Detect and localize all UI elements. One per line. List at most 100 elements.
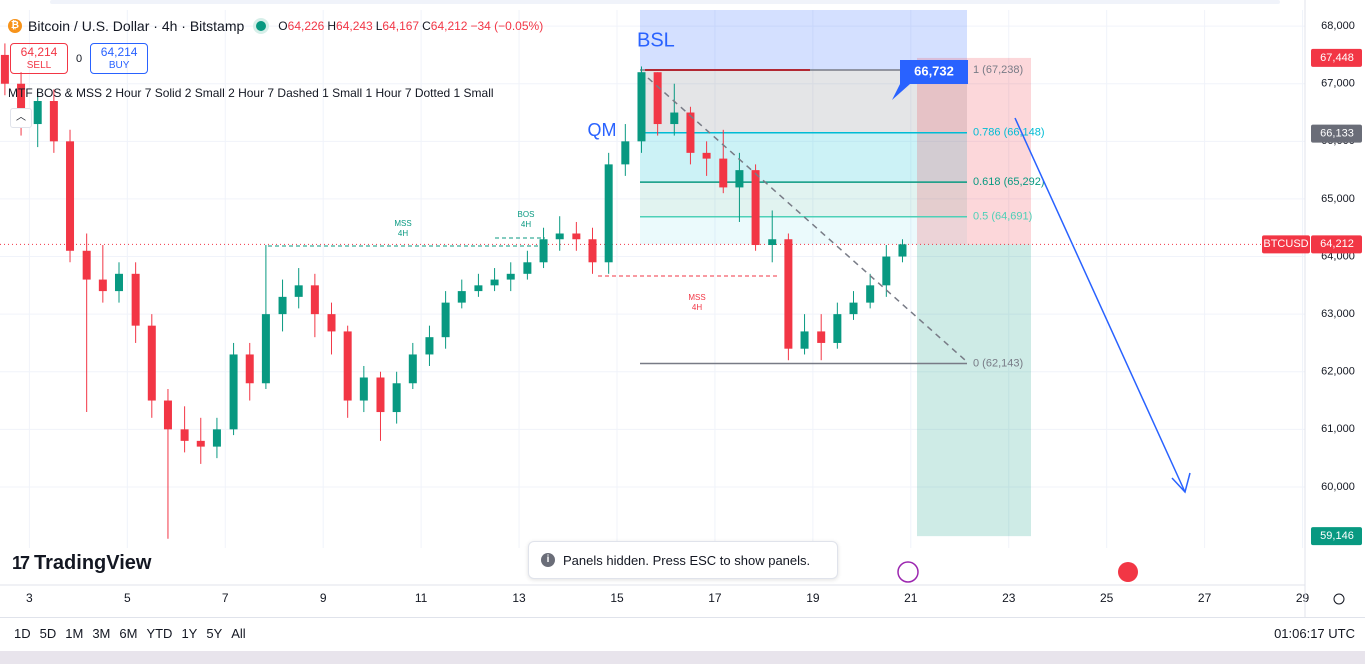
candle-body [180,429,189,441]
range-button[interactable]: All [231,626,246,641]
indicator-legend[interactable]: MTF BOS & MSS 2 Hour 7 Solid 2 Small 2 H… [8,86,494,100]
arrow-head [1171,472,1191,494]
collapse-button[interactable]: ︿ [10,108,32,128]
x-tick-label: 7 [222,591,229,605]
candle-body [800,331,809,349]
annotation: MSS [688,293,705,302]
candle-body [294,285,303,297]
candle-body [66,141,75,251]
candle-body [490,279,499,286]
price-tag [1311,527,1362,546]
annotation: BSL [637,29,675,51]
candle-body [898,244,907,257]
candle-body [817,331,826,343]
annotation: 4H [398,229,408,238]
stop-zone [917,57,1031,245]
candle-body [17,83,26,125]
candle-body [621,141,630,165]
symbol-tag-label: BTCUSD [1263,238,1308,250]
y-tick-label: 62,000 [1321,366,1355,378]
bottom-toolbar: 1D 5D 1M 3M 6M YTD 1Y 5Y All 01:06:17 UTC [0,617,1365,650]
x-tick-label: 15 [610,591,624,605]
fib-label: 1 (67,238) [973,64,1023,76]
candle-body [441,302,450,338]
candle-body [261,314,270,384]
callout-box [892,60,968,100]
ohlc-value: 64,212 [430,19,468,33]
x-tick-label: 11 [415,591,428,605]
range-buttons: 1D 5D 1M 3M 6M YTD 1Y 5Y All [14,626,246,641]
candle-body [33,101,42,125]
candle-body [343,331,352,401]
symbol[interactable]: Bitcoin / U.S. Dollar · 4h · Bitstamp [28,18,245,34]
candle-body [539,239,548,263]
candle-body [196,440,205,447]
candle-body [163,400,172,430]
x-tick-label: 9 [320,591,327,605]
annotation: 4H [521,220,531,229]
buy-button[interactable]: 64,214 BUY [90,43,149,74]
range-button[interactable]: 1M [65,626,84,641]
price-tag-label: 64,212 [1320,238,1354,250]
range-button[interactable]: YTD [146,626,173,641]
ohlc-value: 64,226 [287,19,325,33]
candle-body [82,250,91,280]
annotation: MSS [394,219,411,228]
market-status [256,21,267,31]
price-tag-label: 59,146 [1320,530,1354,542]
settings-icon [1333,593,1345,605]
x-tick-label: 29 [1296,591,1310,605]
range-button[interactable]: 1D [14,626,31,641]
y-tick-label: 65,000 [1321,193,1355,205]
candle-body [474,285,483,292]
fib-zone [640,182,967,217]
toast-text: Panels hidden. Press ESC to show panels. [563,552,811,568]
candle-body [212,429,221,447]
range-button[interactable]: 5Y [206,626,223,641]
candle-body [572,233,581,240]
candle-body [784,239,793,349]
candle-body [768,239,777,246]
fib-label: 0.786 (66,148) [973,127,1045,139]
candle-body [114,273,123,292]
candle-body [670,112,679,125]
sell-button[interactable]: 64,214 SELL [10,43,68,74]
x-tick-label: 23 [1002,591,1016,605]
candle-body [849,302,858,315]
logo-mark: 17 [12,553,30,573]
ohlc-key: H [327,19,337,33]
candle-body [653,72,662,125]
ohlc-change: −34 (−0.05%) [470,19,544,33]
candle-body [147,325,156,401]
candle-body [833,314,842,343]
scroll-hint [50,0,1280,4]
spread: 0 [76,52,83,65]
target-zone [917,244,1031,537]
callout-text: 66,732 [914,63,954,78]
ohlc: O64,226 H64,243 L64,167 C64,212 −34 (−0.05%) [278,19,546,33]
range-button[interactable]: 6M [119,626,138,641]
y-tick-label: 64,000 [1321,250,1355,262]
range-button[interactable]: 1Y [181,626,198,641]
annotation: QM [588,120,617,140]
x-tick-label: 19 [806,591,820,605]
clock: 01:06:17 UTC [1274,626,1355,641]
candle-body [506,273,515,280]
info-icon: i [541,553,555,567]
ohlc-value: 64,167 [382,19,420,33]
price-tag-label: 67,448 [1320,52,1354,64]
range-button[interactable]: 3M [92,626,111,641]
fib-zone [640,132,967,183]
candle-body [392,383,401,413]
fib-label: 0.618 (65,292) [973,176,1045,188]
candle-body [0,54,9,84]
candle-body [735,170,744,188]
event-icon [1118,562,1138,582]
ohlc-key: O [278,19,288,33]
candle-body [131,273,140,326]
candle-body [245,354,254,384]
fib-label: 0 (62,143) [973,357,1023,369]
x-tick-label: 5 [124,591,131,605]
range-button[interactable]: 5D [39,626,57,641]
